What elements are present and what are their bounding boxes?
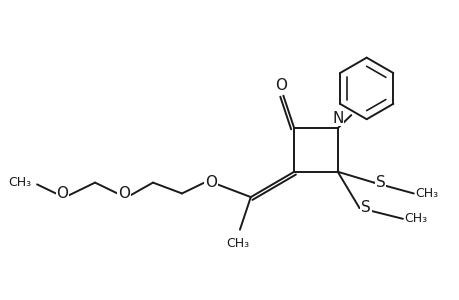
Text: CH₃: CH₃ (226, 237, 249, 250)
Text: CH₃: CH₃ (9, 176, 32, 189)
Text: N: N (331, 111, 343, 126)
Text: O: O (118, 186, 130, 201)
Text: CH₃: CH₃ (414, 187, 438, 200)
Text: S: S (360, 200, 370, 215)
Text: O: O (275, 78, 287, 93)
Text: O: O (56, 186, 68, 201)
Text: S: S (375, 175, 385, 190)
Text: CH₃: CH₃ (404, 212, 427, 225)
Text: O: O (205, 175, 217, 190)
